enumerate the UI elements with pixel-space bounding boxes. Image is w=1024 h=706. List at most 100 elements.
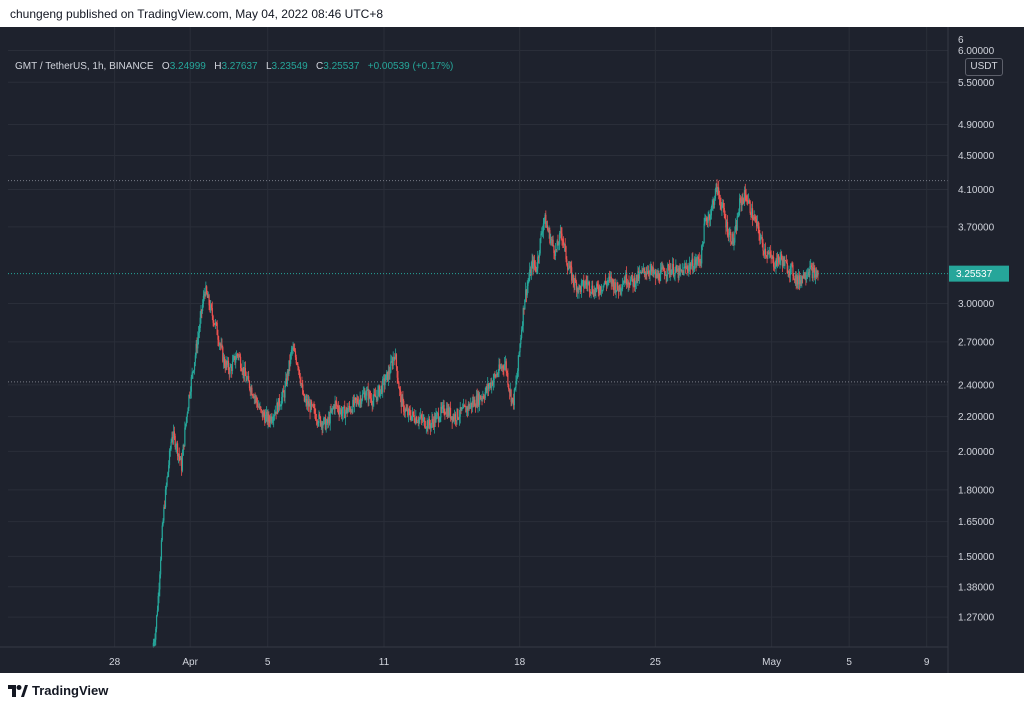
candle-body bbox=[751, 208, 754, 220]
candle-body bbox=[616, 282, 618, 291]
candle-body bbox=[436, 413, 438, 415]
candle-body bbox=[774, 267, 776, 269]
candle-body bbox=[288, 360, 290, 374]
candle-body bbox=[688, 263, 691, 267]
candle-body bbox=[792, 264, 794, 276]
candle-body bbox=[578, 285, 580, 293]
candle-body bbox=[450, 416, 452, 419]
candle-body bbox=[549, 230, 551, 243]
candle-body bbox=[469, 405, 471, 409]
candle-body bbox=[397, 377, 399, 383]
candle-body bbox=[646, 271, 649, 274]
candle-body bbox=[672, 263, 675, 277]
candle-body bbox=[256, 402, 259, 407]
candle-body bbox=[546, 225, 548, 228]
candle-body bbox=[226, 361, 228, 365]
candle-body bbox=[425, 427, 427, 429]
tradingview-logo[interactable]: TradingView bbox=[8, 683, 108, 698]
candle-body bbox=[285, 378, 287, 386]
candle-body bbox=[241, 370, 243, 372]
candle-body bbox=[445, 408, 448, 414]
candle-body bbox=[632, 279, 634, 287]
candle-body bbox=[316, 420, 318, 424]
candle-body bbox=[680, 269, 683, 271]
candle-body bbox=[772, 256, 775, 267]
candle-body bbox=[613, 282, 616, 291]
price-tick-label: 2.00000 bbox=[958, 447, 995, 458]
chart-panel[interactable]: 6.00000 5.50000 4.90000 4.50000 4.10000 3.700… bbox=[0, 27, 1024, 673]
candle-body bbox=[338, 410, 340, 415]
candle-body bbox=[692, 258, 694, 271]
candle-body bbox=[290, 353, 292, 364]
candle-body bbox=[533, 260, 535, 269]
price-tick-label: 2.20000 bbox=[958, 412, 995, 423]
symbol-legend[interactable]: GMT / TetherUS, 1h, BINANCE O3.24999 H3.… bbox=[15, 61, 453, 72]
candle-body bbox=[284, 385, 286, 398]
candle-body bbox=[705, 217, 707, 220]
candle-body bbox=[649, 269, 651, 274]
candle-body bbox=[567, 267, 570, 270]
candle-body bbox=[499, 364, 501, 369]
candle-body bbox=[185, 417, 188, 424]
candle-body bbox=[628, 282, 630, 285]
candle-body bbox=[610, 276, 612, 284]
candle-body bbox=[309, 403, 311, 413]
candle-body bbox=[303, 394, 305, 402]
currency-button[interactable]: USDT bbox=[965, 58, 1003, 76]
candle-body bbox=[261, 410, 263, 418]
candle-body bbox=[667, 264, 670, 266]
candle-body bbox=[164, 507, 166, 508]
candle-body bbox=[156, 610, 158, 616]
candle-body bbox=[720, 204, 722, 209]
candle-body bbox=[516, 370, 519, 379]
candle-body bbox=[629, 284, 631, 285]
candle-body bbox=[766, 255, 768, 257]
candle-body bbox=[698, 259, 700, 263]
candle-body bbox=[225, 361, 227, 369]
candle-body bbox=[481, 397, 483, 399]
candle-body bbox=[689, 263, 691, 269]
candle-body bbox=[599, 286, 601, 294]
candle-body bbox=[797, 276, 799, 285]
candle-body bbox=[793, 278, 796, 281]
candle-body bbox=[211, 308, 213, 316]
candle-body bbox=[302, 394, 305, 395]
candle-body bbox=[372, 400, 374, 406]
candle-body bbox=[403, 411, 406, 413]
candle-body bbox=[756, 221, 759, 227]
price-tick-label: 2.40000 bbox=[958, 380, 995, 391]
candle-body bbox=[183, 444, 185, 446]
candle-body bbox=[730, 241, 733, 245]
candle-body bbox=[230, 366, 232, 368]
candle-body bbox=[431, 419, 433, 424]
candle-body bbox=[546, 225, 549, 229]
time-tick-label: 25 bbox=[650, 657, 662, 668]
candle-body bbox=[184, 427, 186, 446]
candle-body bbox=[635, 274, 637, 284]
candle-body bbox=[405, 409, 407, 411]
candle-body bbox=[482, 396, 484, 399]
candle-body bbox=[606, 281, 608, 286]
candle-body bbox=[747, 200, 749, 203]
candle-body bbox=[770, 255, 772, 259]
candle-body bbox=[781, 259, 784, 267]
candle-body bbox=[516, 378, 518, 382]
candle-body bbox=[575, 278, 577, 283]
candle-body bbox=[403, 400, 405, 412]
candle-body bbox=[398, 382, 400, 389]
candle-body bbox=[395, 354, 397, 360]
candle-body bbox=[342, 407, 344, 414]
candle-body bbox=[229, 366, 231, 374]
candle-body bbox=[155, 628, 157, 640]
candle-body bbox=[489, 382, 491, 386]
candle-body bbox=[571, 267, 573, 281]
candle-body bbox=[678, 267, 680, 278]
candle-body bbox=[744, 190, 746, 195]
candle-body bbox=[176, 443, 178, 447]
candle-body bbox=[639, 271, 641, 273]
candle-body bbox=[727, 235, 729, 238]
candlestick-chart[interactable]: 6.00000 5.50000 4.90000 4.50000 4.10000 3.700… bbox=[0, 27, 1024, 673]
candle-body bbox=[592, 293, 595, 297]
time-tick-label: 5 bbox=[846, 657, 852, 668]
candle-body bbox=[420, 415, 422, 418]
